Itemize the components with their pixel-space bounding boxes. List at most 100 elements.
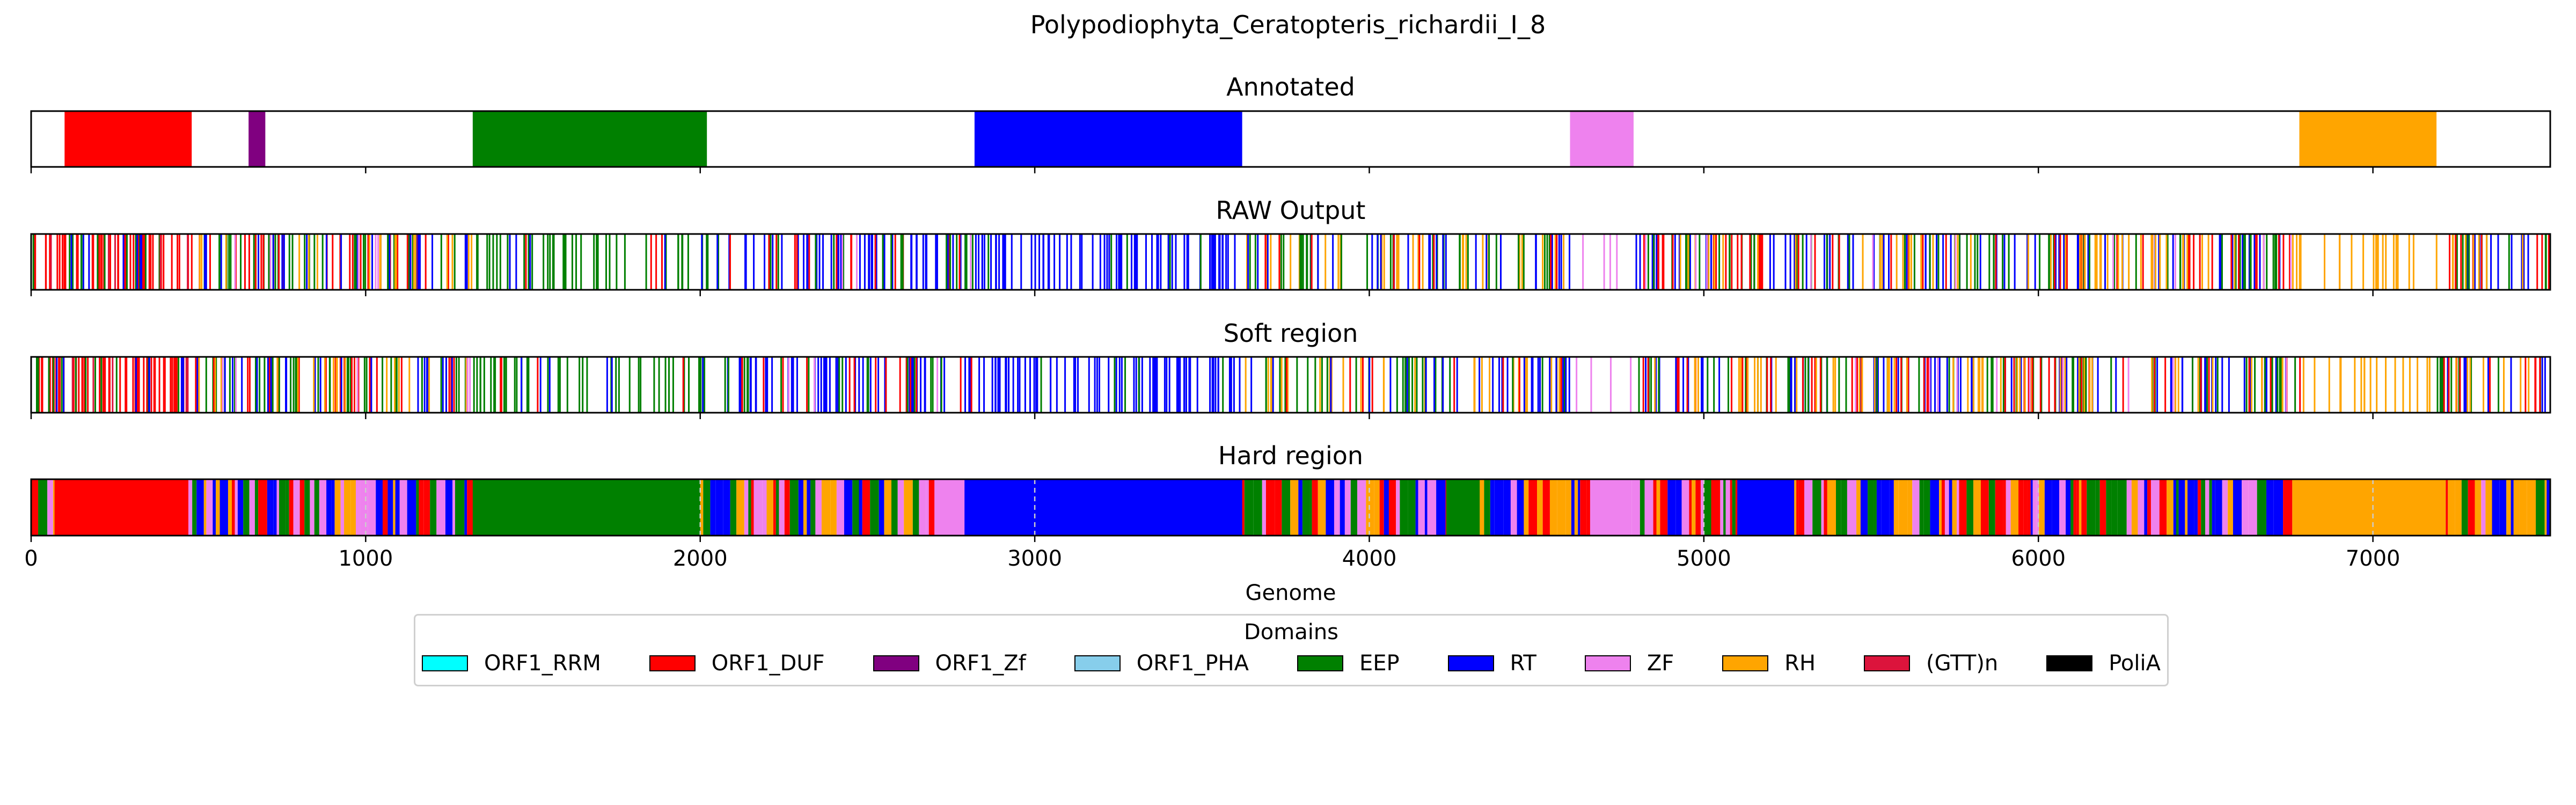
hit-line-orf1-duf bbox=[325, 357, 327, 413]
hit-line-rt bbox=[1852, 234, 1854, 290]
hit-line-rh bbox=[1861, 357, 1863, 413]
hit-line-eep bbox=[1467, 234, 1469, 290]
legend-label: EEP bbox=[1359, 651, 1400, 676]
hit-line-eep bbox=[628, 357, 631, 413]
hit-line-orf1-duf bbox=[1453, 357, 1455, 413]
hit-line-rt bbox=[1214, 357, 1217, 413]
mix-block-eep bbox=[891, 479, 898, 536]
mix-block-zf bbox=[1725, 479, 1730, 536]
hit-line-eep bbox=[808, 357, 810, 413]
mix-block-zf bbox=[1344, 479, 1351, 536]
hit-line-rh bbox=[2000, 357, 2002, 413]
hit-line-eep bbox=[240, 234, 242, 290]
hit-line-rt bbox=[1209, 234, 1211, 290]
hit-line-zf bbox=[2127, 357, 2129, 413]
mix-block-eep bbox=[1841, 479, 1847, 536]
hit-line-orf1-duf bbox=[2199, 234, 2201, 290]
hit-line-rh bbox=[2392, 234, 2395, 290]
hit-line-eep bbox=[1541, 357, 1543, 413]
mix-block-eep bbox=[870, 479, 879, 536]
hit-line-zf bbox=[469, 357, 471, 413]
hit-line-rh bbox=[1738, 357, 1740, 413]
hit-line-rt bbox=[606, 357, 608, 413]
hit-line-rt bbox=[371, 234, 374, 290]
hit-line-rt bbox=[1794, 357, 1796, 413]
hit-line-rh bbox=[2065, 234, 2067, 290]
mix-block-orf1_duf bbox=[2099, 479, 2106, 536]
mix-block-rh bbox=[1574, 479, 1578, 536]
hit-line-rt bbox=[854, 357, 857, 413]
hit-line-rt bbox=[515, 234, 517, 290]
hit-line-rh bbox=[2302, 357, 2304, 413]
hit-line-rt bbox=[1213, 234, 1215, 290]
hit-line-rt bbox=[258, 234, 260, 290]
hit-line-eep bbox=[1904, 234, 1906, 290]
hit-line-rt bbox=[1118, 234, 1120, 290]
hit-line-rt bbox=[2510, 357, 2512, 413]
hit-line-rt bbox=[1239, 357, 1241, 413]
hit-line-orf1-duf bbox=[61, 234, 63, 290]
domain-block-rt bbox=[964, 479, 1242, 536]
hit-line-orf1-duf bbox=[133, 234, 135, 290]
hit-line-rh bbox=[1270, 357, 1272, 413]
hit-line-eep bbox=[503, 357, 505, 413]
mix-block-rt bbox=[219, 479, 228, 536]
hit-line-orf1-duf bbox=[367, 234, 369, 290]
mix-block-orf1_duf bbox=[1980, 479, 1989, 536]
hit-line-rt bbox=[1569, 234, 1571, 290]
hit-line-rt bbox=[409, 234, 412, 290]
hit-line-rt bbox=[1934, 357, 1936, 413]
hit-line-eep bbox=[586, 357, 588, 413]
hit-line-zf bbox=[1603, 234, 1605, 290]
hit-line-rt bbox=[196, 357, 199, 413]
mix-block-eep bbox=[2095, 479, 2100, 536]
hit-line-rh bbox=[2351, 234, 2353, 290]
hit-line-eep bbox=[1389, 234, 1392, 290]
hit-line-orf1-duf bbox=[104, 357, 106, 413]
hit-line-rt bbox=[1873, 234, 1875, 290]
mix-block-rt bbox=[2052, 479, 2060, 536]
hit-line-rt bbox=[1565, 357, 1567, 413]
hit-line-rt bbox=[1036, 357, 1038, 413]
hit-line-rt bbox=[2182, 357, 2184, 413]
hit-line-eep bbox=[2465, 234, 2468, 290]
mix-block-rh bbox=[1557, 479, 1566, 536]
mix-block-eep bbox=[38, 479, 48, 536]
hit-line-eep bbox=[2274, 234, 2277, 290]
hit-line-orf1-duf bbox=[63, 234, 65, 290]
hit-line-orf1-duf bbox=[425, 234, 427, 290]
hit-line-rh bbox=[2455, 357, 2457, 413]
mix-block-zf bbox=[1847, 479, 1857, 536]
hit-line-rh bbox=[1461, 234, 1463, 290]
hit-line-eep bbox=[1652, 234, 1655, 290]
mix-block-zf bbox=[2150, 479, 2160, 536]
hit-line-eep bbox=[2216, 357, 2219, 413]
hit-line-rh bbox=[2100, 234, 2102, 290]
mix-block-zf bbox=[235, 479, 238, 536]
hit-line-eep bbox=[264, 357, 266, 413]
mix-block-eep bbox=[2536, 479, 2545, 536]
hit-line-rt bbox=[1212, 357, 1214, 413]
hit-line-rh bbox=[2384, 357, 2387, 413]
hit-line-eep bbox=[677, 234, 679, 290]
hit-line-eep bbox=[365, 357, 368, 413]
hit-line-eep bbox=[304, 234, 306, 290]
hit-line-rh bbox=[467, 234, 470, 290]
hit-line-rh bbox=[2106, 234, 2109, 290]
legend-swatch bbox=[1447, 655, 1494, 671]
hit-line-orf1-duf bbox=[1900, 357, 1902, 413]
mix-block-rt bbox=[387, 479, 393, 536]
mix-block-eep bbox=[2111, 479, 2118, 536]
hit-line-orf1-duf bbox=[1797, 234, 1799, 290]
hit-line-eep bbox=[2266, 234, 2268, 290]
mix-block-zf bbox=[360, 479, 368, 536]
hit-line-rt bbox=[2076, 234, 2079, 290]
hit-line-eep bbox=[158, 234, 160, 290]
hit-line-orf1-duf bbox=[1923, 357, 1925, 413]
hit-line-orf1-duf bbox=[1550, 234, 1552, 290]
hit-line-orf1-duf bbox=[1811, 357, 1813, 413]
hit-line-rt bbox=[1429, 234, 1431, 290]
hit-line-eep bbox=[2110, 357, 2112, 413]
mix-block-orf1_duf bbox=[2003, 479, 2006, 536]
hit-line-eep bbox=[354, 234, 356, 290]
